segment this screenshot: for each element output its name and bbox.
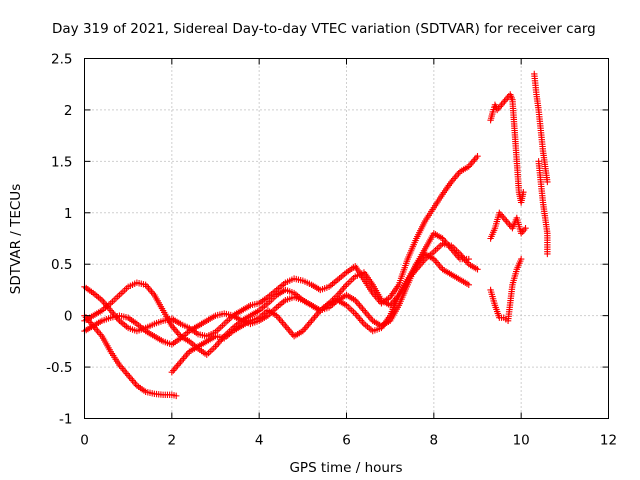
- y-tick-label: 2: [64, 103, 73, 119]
- y-axis-label: SDTVAR / TECUs: [8, 184, 24, 294]
- series-series-f: [487, 255, 525, 324]
- data-point: [465, 281, 472, 288]
- data-point: [474, 266, 481, 273]
- data-point: [544, 178, 551, 186]
- data-marks: [81, 70, 551, 400]
- data-point: [465, 255, 472, 263]
- y-tick-label: -0.5: [46, 360, 72, 376]
- x-axis-label: GPS time / hours: [289, 460, 402, 476]
- data-point: [522, 225, 529, 232]
- data-point: [173, 392, 180, 400]
- data-point: [520, 189, 527, 196]
- y-tick-label: 1: [64, 206, 73, 222]
- series-series-i: [531, 70, 551, 186]
- x-tick-label: 6: [342, 433, 351, 449]
- series-series-e: [168, 250, 472, 376]
- x-tick-label: 10: [513, 433, 530, 449]
- x-tick-label: 0: [80, 433, 89, 449]
- y-tick-label: 0.5: [51, 257, 72, 273]
- y-tick-label: -1: [59, 412, 72, 428]
- y-tick-label: 1.5: [51, 154, 72, 170]
- x-tick-label: 12: [600, 433, 617, 449]
- y-tick-label: 0: [64, 309, 73, 325]
- series-series-b: [81, 153, 481, 340]
- series-series-j: [535, 158, 551, 258]
- x-tick-label: 8: [430, 433, 439, 449]
- y-tick-label: 2.5: [51, 52, 72, 68]
- series-series-h: [487, 91, 527, 206]
- x-tick-label: 4: [255, 433, 264, 449]
- series-series-c: [81, 240, 481, 358]
- grid-lines: [84, 58, 609, 419]
- axis-ticks: 0 2 4 6 8 10 12 -1 -0.5 0 0.5 1 1.5 2 2.5: [46, 52, 617, 449]
- chart-title: Day 319 of 2021, Sidereal Day-to-day VTE…: [52, 21, 596, 37]
- x-tick-label: 2: [168, 433, 177, 449]
- data-point: [544, 250, 551, 258]
- data-point: [517, 255, 525, 263]
- series-series-g: [487, 209, 529, 242]
- data-point: [474, 153, 481, 160]
